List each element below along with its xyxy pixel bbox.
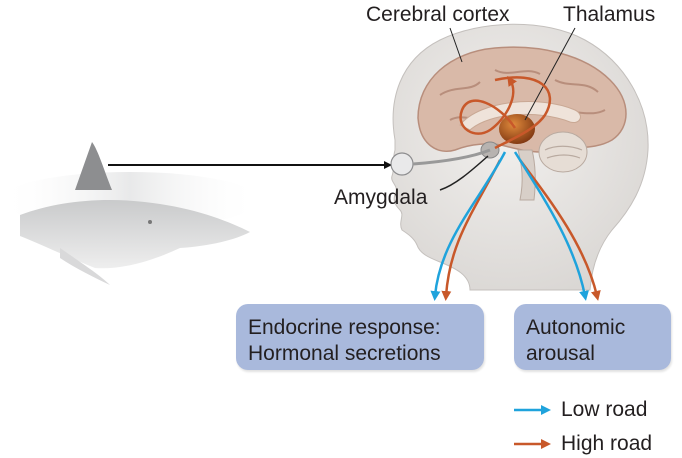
autonomic-arousal-detail: arousal bbox=[526, 342, 595, 365]
amygdala-leader-line bbox=[439, 155, 489, 191]
legend-high-road-label: High road bbox=[561, 432, 653, 455]
autonomic-arousal-title: Autonomic bbox=[526, 316, 626, 339]
eye bbox=[390, 152, 414, 176]
thalamus-label: Thalamus bbox=[563, 3, 656, 26]
cerebral-cortex-label: Cerebral cortex bbox=[366, 3, 510, 26]
shark-illustration bbox=[0, 142, 260, 285]
thalamus bbox=[499, 114, 535, 144]
cerebellum bbox=[538, 131, 588, 173]
amygdala-label: Amygdala bbox=[334, 186, 428, 209]
endocrine-response-title: Endocrine response: bbox=[248, 316, 441, 339]
legend-low-road-label: Low road bbox=[561, 398, 648, 421]
autonomic-arousal-box: Autonomic arousal bbox=[514, 304, 671, 370]
cortex-folds bbox=[439, 69, 606, 121]
endocrine-response-detail: Hormonal secretions bbox=[248, 342, 441, 365]
low-road-pathways bbox=[430, 151, 589, 301]
endocrine-response-box: Endocrine response: Hormonal secretions bbox=[236, 304, 484, 370]
thalamus-leader-line bbox=[524, 27, 576, 121]
head-illustration bbox=[390, 23, 649, 291]
optic-nerve bbox=[412, 148, 491, 166]
cortex-leader-line bbox=[449, 27, 463, 63]
